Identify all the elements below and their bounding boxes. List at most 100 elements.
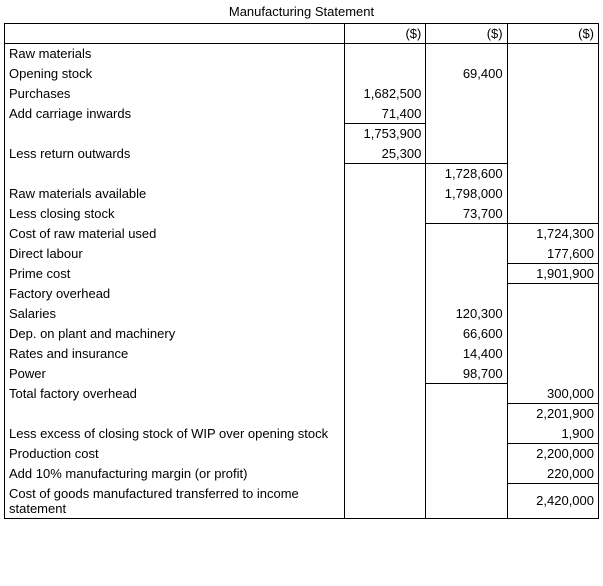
row-label: Raw materials (5, 44, 345, 64)
row-c1 (345, 424, 426, 444)
row-c2 (426, 84, 507, 104)
row-label: Raw materials available (5, 184, 345, 204)
table-row: Raw materials (5, 44, 599, 64)
row-c2 (426, 484, 507, 519)
row-c3: 300,000 (507, 384, 598, 404)
row-c2 (426, 284, 507, 304)
row-label: Opening stock (5, 64, 345, 84)
row-c1 (345, 364, 426, 384)
row-c2: 14,400 (426, 344, 507, 364)
row-c3: 2,420,000 (507, 484, 598, 519)
row-label: Production cost (5, 444, 345, 464)
row-label: Total factory overhead (5, 384, 345, 404)
row-c3 (507, 364, 598, 384)
row-label: Add 10% manufacturing margin (or profit) (5, 464, 345, 484)
row-c1 (345, 244, 426, 264)
row-c1: 1,682,500 (345, 84, 426, 104)
row-c1 (345, 284, 426, 304)
row-c1 (345, 344, 426, 364)
row-c1: 25,300 (345, 144, 426, 164)
row-c2: 73,700 (426, 204, 507, 224)
row-c3 (507, 324, 598, 344)
row-c3 (507, 84, 598, 104)
row-c3 (507, 164, 598, 184)
row-c1 (345, 224, 426, 244)
row-c1 (345, 324, 426, 344)
row-c2 (426, 44, 507, 64)
row-c3 (507, 184, 598, 204)
row-label: Cost of raw material used (5, 224, 345, 244)
row-c3: 220,000 (507, 464, 598, 484)
row-c1 (345, 64, 426, 84)
hdr-blank (5, 24, 345, 44)
row-c3: 2,200,000 (507, 444, 598, 464)
row-c3: 1,901,900 (507, 264, 598, 284)
row-c1 (345, 44, 426, 64)
table-row: Salaries 120,300 (5, 304, 599, 324)
row-c3: 1,900 (507, 424, 598, 444)
row-label: Prime cost (5, 264, 345, 284)
row-c2 (426, 424, 507, 444)
row-c3 (507, 64, 598, 84)
row-c1 (345, 204, 426, 224)
table-row: Less closing stock 73,700 (5, 204, 599, 224)
row-c2 (426, 384, 507, 404)
hdr-c3: ($) (507, 24, 598, 44)
row-c2 (426, 124, 507, 144)
row-c2: 98,700 (426, 364, 507, 384)
row-c3 (507, 44, 598, 64)
row-c1 (345, 384, 426, 404)
row-c2 (426, 444, 507, 464)
table-row: Raw materials available 1,798,000 (5, 184, 599, 204)
table-row: Total factory overhead 300,000 (5, 384, 599, 404)
row-label (5, 404, 345, 424)
row-label (5, 164, 345, 184)
table-row: Add carriage inwards 71,400 (5, 104, 599, 124)
row-c2 (426, 264, 507, 284)
statement-table: ($) ($) ($) Raw materials Opening stock … (4, 23, 599, 519)
row-c1: 1,753,900 (345, 124, 426, 144)
table-row: Factory overhead (5, 284, 599, 304)
hdr-c1: ($) (345, 24, 426, 44)
row-c1 (345, 264, 426, 284)
table-row: 1,728,600 (5, 164, 599, 184)
row-label: Less closing stock (5, 204, 345, 224)
row-c1 (345, 164, 426, 184)
row-c2 (426, 144, 507, 164)
table-header-row: ($) ($) ($) (5, 24, 599, 44)
row-c1 (345, 464, 426, 484)
row-label: Purchases (5, 84, 345, 104)
row-c2 (426, 464, 507, 484)
row-c2: 69,400 (426, 64, 507, 84)
table-row: Dep. on plant and machinery 66,600 (5, 324, 599, 344)
row-c2 (426, 244, 507, 264)
row-label: Power (5, 364, 345, 384)
row-label: Less excess of closing stock of WIP over… (5, 424, 345, 444)
row-c2 (426, 104, 507, 124)
table-row: 1,753,900 (5, 124, 599, 144)
statement-title: Manufacturing Statement (4, 4, 599, 19)
table-row: Opening stock 69,400 (5, 64, 599, 84)
row-c2 (426, 404, 507, 424)
row-c3 (507, 144, 598, 164)
row-c3 (507, 204, 598, 224)
row-label: Dep. on plant and machinery (5, 324, 345, 344)
table-row: Power 98,700 (5, 364, 599, 384)
row-c1 (345, 444, 426, 464)
table-row: Less excess of closing stock of WIP over… (5, 424, 599, 444)
table-row: Cost of raw material used 1,724,300 (5, 224, 599, 244)
table-row: Prime cost 1,901,900 (5, 264, 599, 284)
table-row: Direct labour 177,600 (5, 244, 599, 264)
row-label: Direct labour (5, 244, 345, 264)
row-c1: 71,400 (345, 104, 426, 124)
row-c2: 1,728,600 (426, 164, 507, 184)
table-row: Cost of goods manufactured transferred t… (5, 484, 599, 519)
row-c1 (345, 184, 426, 204)
row-c1 (345, 304, 426, 324)
row-c1 (345, 404, 426, 424)
row-c2 (426, 224, 507, 244)
row-label: Cost of goods manufactured transferred t… (5, 484, 345, 519)
row-label (5, 124, 345, 144)
row-c2: 120,300 (426, 304, 507, 324)
row-c3 (507, 124, 598, 144)
